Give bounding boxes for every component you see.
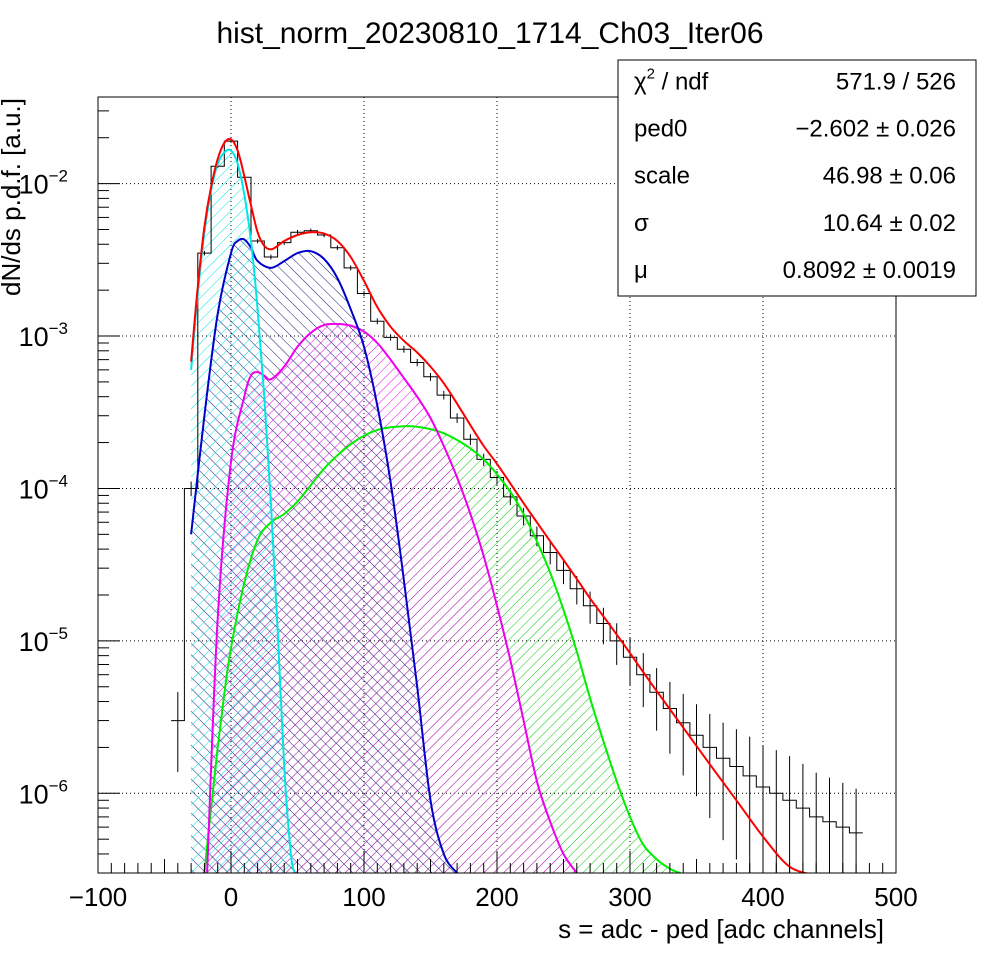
y-tick-label: 10−3 [19,319,68,352]
y-axis-label: dN/ds p.d.f. [a.u.] [0,98,26,296]
stats-label: χ2 / ndf [634,65,709,95]
component-0pe-fill [191,149,295,873]
stats-value: −2.602 ± 0.026 [795,115,956,142]
fit-curves [190,137,811,873]
total-fit-line [190,137,811,873]
component-1pe-line [190,237,458,873]
stats-label: σ [634,210,649,237]
stats-value: 10.64 ± 0.02 [823,210,956,237]
y-tick-label: 10−5 [19,624,68,657]
y-axis: 10−6 10−5 10−4 10−3 10−2 [19,110,120,874]
y-tick-label: 10−2 [19,167,68,200]
stats-value: 0.8092 ± 0.0019 [783,257,956,284]
component-3pe-line [203,425,681,873]
component-2pe-line [206,322,578,873]
x-axis-label: s = adc - ped [adc channels] [558,914,884,944]
x-axis: −100 0 100 200 300 400 500 [69,851,918,912]
x-tick-label: 500 [874,882,917,912]
data-histogram-line [171,140,863,834]
component-fills [191,149,681,873]
y-tick-label: 10−4 [19,471,68,504]
stats-label: scale [634,163,690,190]
x-tick-label: 0 [224,882,238,912]
x-tick-label: 200 [475,882,518,912]
stats-box-frame [617,59,977,297]
x-tick-label: 100 [342,882,385,912]
fit-stats-box: χ2 / ndf 571.9 / 526 ped0 −2.602 ± 0.026 sca… [617,59,977,297]
stats-label: ped0 [634,115,687,142]
x-tick-label: −100 [69,882,128,912]
stats-label: μ [634,257,648,284]
y-tick-label: 10−6 [19,776,68,809]
data-histogram [171,139,863,873]
stats-value: 46.98 ± 0.06 [823,163,956,190]
stats-value: 571.9 / 526 [836,68,956,95]
x-tick-label: 300 [608,882,651,912]
plot-area [171,137,863,873]
x-tick-label: 400 [741,882,784,912]
chart-title: hist_norm_20230810_1714_Ch03_Iter06 [216,17,763,50]
